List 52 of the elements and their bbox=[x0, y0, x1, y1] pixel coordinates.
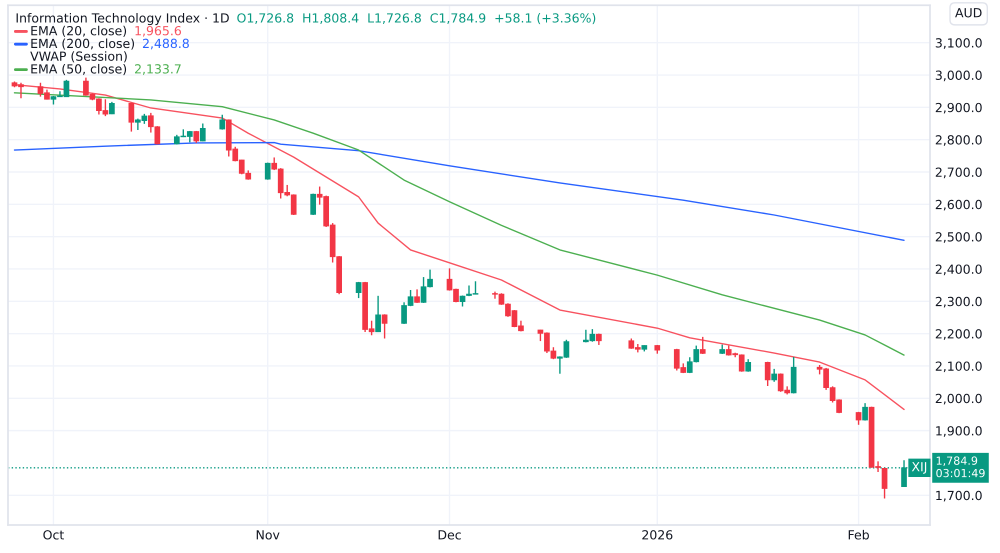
x-tick-label: Oct bbox=[43, 530, 64, 540]
candlestick bbox=[109, 101, 115, 115]
x-tick-label: 2026 bbox=[642, 530, 672, 540]
candlestick bbox=[382, 314, 388, 340]
candlestick bbox=[764, 361, 771, 387]
candlestick bbox=[264, 162, 271, 180]
y-tick-label: 2,600.0 bbox=[936, 200, 982, 211]
legend-label: EMA (20, close) bbox=[31, 26, 126, 37]
candlestick bbox=[856, 411, 862, 426]
line-series bbox=[14, 142, 905, 241]
annotation: 2,488.8 bbox=[142, 38, 189, 50]
x-tick-label: Dec bbox=[438, 530, 461, 540]
candlestick bbox=[356, 281, 362, 299]
candlestick bbox=[745, 358, 752, 372]
candlestick bbox=[200, 122, 206, 142]
text: Information Technology Index · 1D bbox=[16, 12, 229, 26]
annotation: 2,133.7 bbox=[135, 64, 181, 75]
y-tick-label: 2,200.0 bbox=[936, 329, 982, 340]
annotation: 1,965.6 bbox=[135, 26, 182, 37]
text: O1,726.8 H1,808.4 L1,726.8 C1,784.9 +58.1 (+3.36%) bbox=[237, 13, 596, 24]
candlestick bbox=[375, 295, 381, 333]
y-tick-label: 2,100.0 bbox=[936, 361, 982, 372]
text: 1,784.9 bbox=[936, 456, 978, 466]
text: AUD bbox=[955, 8, 982, 18]
candlestick bbox=[771, 368, 778, 383]
text: 03:01:49 bbox=[936, 468, 985, 478]
legend-label: EMA (50, close) bbox=[31, 64, 126, 76]
line-series bbox=[14, 92, 905, 356]
candlestick bbox=[219, 114, 226, 130]
x-tick-label: Nov bbox=[256, 530, 280, 540]
y-tick-label: 2,700.0 bbox=[936, 167, 982, 178]
y-tick-label: 2,500.0 bbox=[936, 232, 982, 243]
y-tick-label: 1,900.0 bbox=[936, 426, 982, 437]
y-tick-label: 3,100.0 bbox=[936, 38, 982, 49]
candlestick bbox=[882, 467, 888, 500]
candlestick bbox=[596, 332, 602, 346]
y-tick-label: 2,800.0 bbox=[936, 135, 982, 146]
candlestick bbox=[862, 402, 868, 422]
candlestick bbox=[310, 192, 316, 216]
candlestick bbox=[414, 288, 420, 304]
x-tick-label: Feb bbox=[848, 530, 869, 540]
y-tick-label: 2,400.0 bbox=[936, 264, 982, 276]
annotation: VWAP (Session) bbox=[30, 51, 127, 62]
y-tick-label: 3,000.0 bbox=[936, 70, 982, 82]
candlestick bbox=[128, 102, 134, 132]
legend-label: EMA (200, close) bbox=[31, 38, 134, 50]
y-tick-label: 2,000.0 bbox=[936, 394, 982, 404]
candlestick bbox=[700, 336, 706, 355]
y-tick-label: 2,900.0 bbox=[936, 102, 982, 114]
y-tick-label: 2,300.0 bbox=[936, 296, 982, 308]
y-tick-label: 1,700.0 bbox=[936, 490, 982, 502]
ref-line-label: XIJ bbox=[912, 462, 926, 474]
